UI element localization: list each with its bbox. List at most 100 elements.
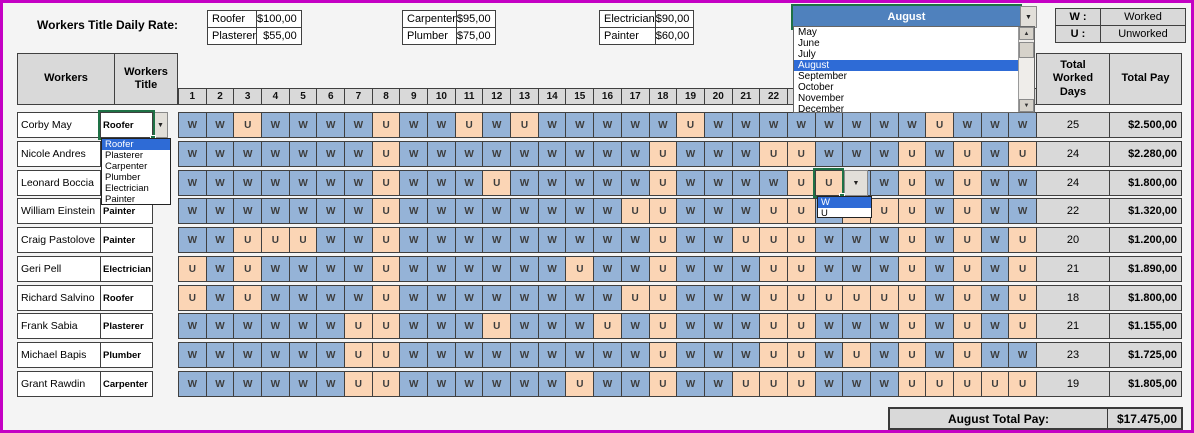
worker-title-cell[interactable]: Painter: [100, 227, 153, 253]
day-cell[interactable]: W: [538, 286, 566, 310]
day-cell[interactable]: U: [594, 314, 621, 338]
day-cell[interactable]: W: [262, 343, 289, 367]
day-cell[interactable]: W: [732, 286, 760, 310]
day-cell[interactable]: U: [179, 286, 206, 310]
day-cell[interactable]: U: [621, 286, 649, 310]
day-cell[interactable]: W: [317, 257, 345, 281]
day-cell[interactable]: W: [455, 314, 483, 338]
day-cell[interactable]: U: [898, 228, 926, 252]
worker-name-cell[interactable]: Michael Bapis: [17, 342, 101, 368]
day-cell[interactable]: W: [428, 113, 455, 137]
day-cell[interactable]: W: [566, 228, 594, 252]
day-cell[interactable]: W: [428, 171, 455, 195]
day-cell[interactable]: W: [981, 171, 1009, 195]
day-cell[interactable]: W: [815, 142, 843, 166]
day-cell[interactable]: U: [1009, 142, 1036, 166]
day-cell[interactable]: W: [179, 142, 206, 166]
month-option[interactable]: September: [798, 71, 847, 82]
worker-title-cell[interactable]: Carpenter: [100, 371, 153, 397]
day-cell[interactable]: W: [704, 372, 732, 396]
day-cell[interactable]: W: [483, 113, 511, 137]
day-cell[interactable]: U: [234, 286, 262, 310]
day-cell[interactable]: W: [428, 372, 455, 396]
day-cell[interactable]: W: [594, 257, 621, 281]
day-cell[interactable]: W: [594, 228, 621, 252]
day-cell[interactable]: U: [621, 199, 649, 223]
scrollbar-thumb[interactable]: [1019, 42, 1034, 58]
day-cell[interactable]: W: [704, 228, 732, 252]
day-cell[interactable]: W: [621, 113, 649, 137]
day-cell[interactable]: U: [372, 228, 400, 252]
day-cell[interactable]: W: [234, 314, 262, 338]
day-cell[interactable]: W: [345, 199, 372, 223]
day-cell[interactable]: W: [566, 142, 594, 166]
day-cell[interactable]: W: [400, 228, 428, 252]
day-cell[interactable]: W: [345, 142, 372, 166]
day-cell[interactable]: W: [455, 372, 483, 396]
wu-dropdown-option[interactable]: U: [821, 208, 828, 219]
day-cell[interactable]: W: [677, 343, 704, 367]
day-cell[interactable]: W: [511, 142, 538, 166]
day-cell[interactable]: W: [677, 372, 704, 396]
day-cell[interactable]: W: [511, 286, 538, 310]
worker-name-cell[interactable]: Grant Rawdin: [17, 371, 101, 397]
day-cell[interactable]: W: [870, 372, 898, 396]
day-cell[interactable]: W: [428, 228, 455, 252]
day-cell[interactable]: W: [179, 171, 206, 195]
month-option[interactable]: December: [798, 104, 845, 115]
day-cell[interactable]: U: [289, 228, 317, 252]
day-cell[interactable]: W: [926, 257, 953, 281]
day-cell[interactable]: U: [234, 257, 262, 281]
day-cell[interactable]: U: [262, 228, 289, 252]
day-cell[interactable]: W: [317, 228, 345, 252]
day-cell[interactable]: U: [649, 257, 677, 281]
wu-dropdown-arrow-button[interactable]: ▼: [844, 170, 868, 196]
title-dropdown-option[interactable]: Electrician: [105, 183, 149, 194]
day-cell[interactable]: U: [732, 228, 760, 252]
rate-title-cell[interactable]: Carpenter: [402, 10, 457, 28]
day-cell[interactable]: U: [345, 314, 372, 338]
day-cell[interactable]: W: [704, 199, 732, 223]
day-cell[interactable]: W: [511, 228, 538, 252]
day-cell[interactable]: W: [677, 199, 704, 223]
day-cell[interactable]: W: [926, 286, 953, 310]
day-cell[interactable]: W: [428, 257, 455, 281]
day-cell[interactable]: W: [704, 286, 732, 310]
day-cell[interactable]: U: [953, 343, 981, 367]
day-cell[interactable]: U: [870, 199, 898, 223]
day-cell[interactable]: W: [815, 314, 843, 338]
day-cell[interactable]: W: [732, 171, 760, 195]
day-cell[interactable]: U: [787, 171, 815, 195]
rate-title-cell[interactable]: Plasterer: [206, 27, 258, 45]
day-cell[interactable]: U: [760, 199, 787, 223]
day-cell[interactable]: W: [870, 314, 898, 338]
day-cell[interactable]: U: [372, 199, 400, 223]
day-cell[interactable]: W: [621, 142, 649, 166]
day-cell[interactable]: W: [815, 113, 843, 137]
day-cell[interactable]: W: [428, 199, 455, 223]
day-cell[interactable]: W: [206, 142, 234, 166]
day-cell[interactable]: W: [566, 199, 594, 223]
day-cell[interactable]: W: [483, 257, 511, 281]
day-cell[interactable]: W: [843, 314, 870, 338]
day-cell[interactable]: U: [787, 372, 815, 396]
day-cell[interactable]: W: [594, 286, 621, 310]
day-cell[interactable]: W: [621, 343, 649, 367]
day-cell[interactable]: W: [511, 257, 538, 281]
rate-title-cell[interactable]: Painter: [599, 27, 656, 45]
day-cell[interactable]: U: [953, 142, 981, 166]
day-cell[interactable]: W: [400, 113, 428, 137]
day-cell[interactable]: W: [262, 286, 289, 310]
worker-name-cell[interactable]: Frank Sabia: [17, 313, 101, 339]
title-dropdown-option[interactable]: Carpenter: [105, 161, 148, 172]
day-cell[interactable]: W: [566, 113, 594, 137]
day-cell[interactable]: W: [179, 228, 206, 252]
day-cell[interactable]: W: [262, 199, 289, 223]
day-cell[interactable]: W: [594, 171, 621, 195]
day-cell[interactable]: U: [179, 257, 206, 281]
day-cell[interactable]: W: [870, 343, 898, 367]
day-cell[interactable]: W: [704, 257, 732, 281]
day-cell[interactable]: W: [234, 199, 262, 223]
day-cell[interactable]: W: [621, 171, 649, 195]
day-cell[interactable]: W: [594, 199, 621, 223]
